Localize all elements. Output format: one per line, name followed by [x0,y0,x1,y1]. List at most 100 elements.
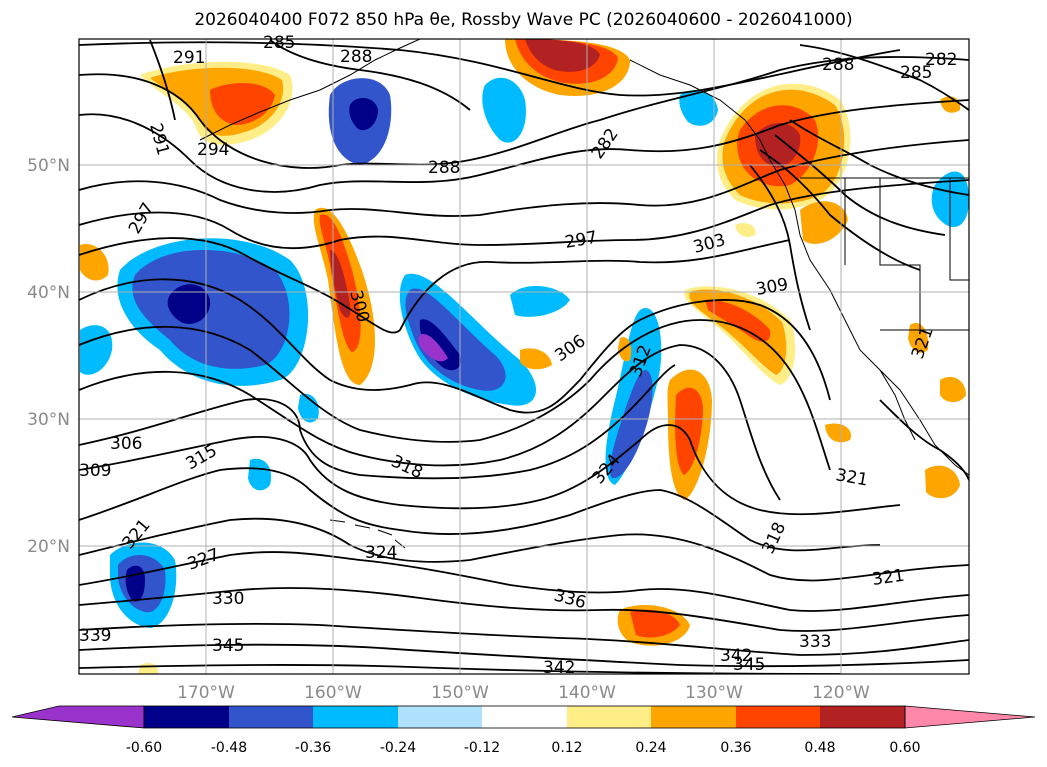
contour-label: 336 [552,586,589,614]
contour-line [759,149,921,271]
lat-label: 20°N [27,537,70,557]
colorbar-extend-low [11,705,145,729]
contour-label: 288 [340,47,372,67]
contour-label: 333 [799,632,831,652]
contour-line [79,551,969,612]
colorbar-extend-high [904,705,1036,729]
contour-line [79,467,881,552]
lon-label: 130°W [685,683,743,703]
contour-label: 321 [834,465,869,490]
contour-label: 285 [900,63,932,83]
contour-label: 291 [173,48,205,68]
contour-line [774,134,946,236]
contour-line [79,139,969,217]
colorbar-tick: 0.12 [551,740,582,756]
contour-label: 309 [79,461,111,481]
anomaly-neg [419,319,461,371]
contour-line [79,179,969,250]
contour-line [149,39,176,121]
colorbar-bin [651,706,736,728]
contour-label: 297 [125,199,159,237]
coastline-baja [879,369,916,441]
contour-label: 297 [563,228,598,253]
contour-label: 285 [263,33,295,53]
anomaly-neg [80,325,113,375]
lon-label: 160°W [304,683,362,703]
colorbar-tick: -0.12 [464,740,500,756]
anomaly-neg [298,393,319,423]
anomaly-pos [705,299,771,342]
lat-label: 40°N [27,283,70,303]
border-states [844,178,969,330]
anomaly-pos [520,348,552,370]
colorbar-tick: 0.36 [720,740,751,756]
island-hawaii [329,519,406,549]
contour-line [79,364,676,480]
anomaly-pos [330,250,351,318]
colorbar: -0.60 -0.48 -0.36 -0.24 -0.12 0.12 0.24 … [11,705,1036,756]
colorbar-frame [143,705,906,729]
coastlines [199,39,969,549]
colorbar-bin [567,706,651,728]
anomaly-neg [679,90,718,126]
contour-line [79,424,901,516]
lon-labels: 170°W 160°W 150°W 140°W 130°W 120°W [177,683,870,703]
colorbar-tick: -0.36 [295,740,331,756]
contour-line [269,39,471,111]
anomaly-neg [418,334,448,362]
anomaly-pos [925,465,960,499]
coastline-alaska-se [629,59,771,161]
contour-label: 315 [183,441,221,475]
contour-line [749,164,811,331]
colorbar-tick: 0.60 [889,740,920,756]
anomaly-neg [349,98,378,131]
anomaly-neg [125,565,145,602]
colorbar-bin [144,706,229,728]
theta-e-contours [79,39,969,674]
colorbar-tick: 0.48 [804,740,835,756]
contour-label: 303 [691,230,728,258]
contour-line [79,319,831,471]
colorbar-bin [482,706,567,728]
colorbar-tick: 0.24 [635,740,666,756]
contour-line [79,278,831,414]
anomaly-pos [618,337,632,362]
colorbar-bin [736,706,820,728]
anomaly-neg [510,285,570,317]
coastline-alaska [199,39,421,141]
contour-label: 291 [145,121,173,158]
colorbar-tick: -0.60 [126,740,162,756]
anomaly-pos [210,83,275,125]
contour-label: 342 [720,646,752,666]
contour-line [79,643,969,668]
contour-line [79,41,901,97]
colorbar-tick: -0.48 [211,740,247,756]
anomaly-pos [138,663,159,674]
anomaly-neg [167,284,211,324]
anomaly-pos [940,376,966,403]
colorbar-tick: -0.24 [380,740,416,756]
anomaly-pos [825,423,851,443]
contour-line [79,622,969,656]
lon-label: 150°W [431,683,489,703]
contour-label: 282 [588,125,623,163]
contour-label: 345 [733,655,765,675]
contour-label: 342 [543,658,575,678]
contour-label: 318 [758,519,790,557]
lat-labels: 50°N 40°N 30°N 20°N [27,156,70,557]
anomaly-neg [405,288,506,391]
contour-line [79,517,969,582]
anomaly-pos [689,289,787,375]
contour-line [79,237,791,334]
anomaly-neg [482,77,526,143]
colorbar-bin [313,706,398,728]
anomaly-pos [525,39,600,72]
contour-label: 288 [428,158,460,178]
contour-line [879,399,969,481]
contour-label: 324 [365,543,397,563]
lat-label: 50°N [27,156,70,176]
anomaly-pos [630,609,680,638]
coastline-us-west [799,234,969,476]
contour-label: 306 [110,434,142,454]
contour-label: 309 [754,275,789,300]
